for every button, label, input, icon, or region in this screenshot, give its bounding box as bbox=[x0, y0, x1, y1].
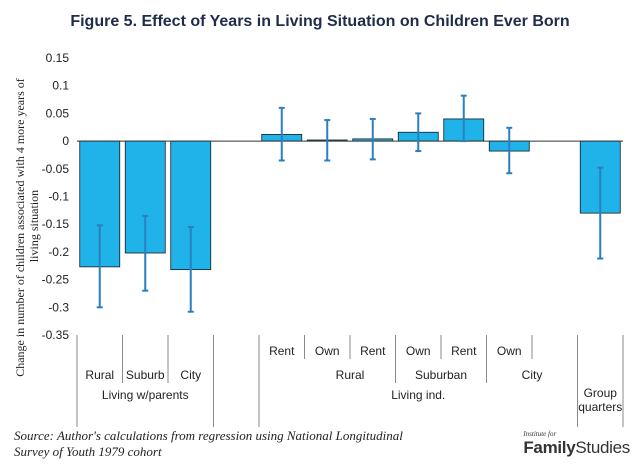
category-label: Rent bbox=[360, 344, 386, 358]
category-label-line: Suburb bbox=[126, 368, 165, 382]
category-label-line: Rent bbox=[269, 344, 295, 358]
category-label: Rural bbox=[85, 368, 114, 382]
y-axis-label-line-1: Change in number of children associated … bbox=[13, 78, 27, 377]
logo-family: Family bbox=[523, 438, 576, 457]
source-note: Source: Author's calculations from regre… bbox=[14, 428, 403, 459]
y-tick-label: -0.35 bbox=[42, 328, 70, 342]
group-label: Rural bbox=[336, 368, 365, 382]
category-label: Own bbox=[315, 344, 340, 358]
y-tick-label: -0.25 bbox=[42, 273, 70, 287]
y-axis-label-line-2: living situation bbox=[27, 190, 41, 262]
logo-wordmark: FamilyStudies bbox=[523, 438, 630, 457]
y-tick-label: -0.1 bbox=[48, 190, 69, 204]
category-label-line: Rent bbox=[451, 344, 477, 358]
group-label: Living ind. bbox=[391, 388, 445, 402]
category-label: City bbox=[180, 368, 201, 382]
category-label: Rent bbox=[269, 344, 295, 358]
y-tick-label: -0.05 bbox=[42, 162, 70, 176]
group-label: City bbox=[522, 368, 543, 382]
y-tick-label: 0.05 bbox=[46, 106, 70, 120]
category-label-line: Rural bbox=[85, 368, 114, 382]
category-label-line: quarters bbox=[578, 400, 622, 414]
category-label-line: Own bbox=[406, 344, 431, 358]
chart-title: Figure 5. Effect of Years in Living Situ… bbox=[70, 13, 569, 30]
category-label-line: City bbox=[180, 368, 201, 382]
category-label: Own bbox=[406, 344, 431, 358]
logo-studies: Studies bbox=[575, 438, 630, 457]
y-axis-label: Change in number of children associated … bbox=[13, 75, 41, 377]
y-tick-label: -0.15 bbox=[42, 217, 70, 231]
y-axis-label-group: Change in number of children associated … bbox=[13, 75, 41, 377]
category-label-line: Own bbox=[315, 344, 340, 358]
plot-area: 0.15 0.1 0.05 0 -0.05 -0.1 -0.15 -0.2 -0.25 -0.3 -… bbox=[42, 51, 624, 427]
category-label: Rent bbox=[451, 344, 477, 358]
category-label: Suburb bbox=[126, 368, 165, 382]
category-label-line: Group bbox=[584, 386, 618, 400]
y-tick-label: -0.3 bbox=[48, 300, 69, 314]
y-tick-label: 0.1 bbox=[52, 79, 69, 93]
group-label: Suburban bbox=[415, 368, 467, 382]
category-label: Own bbox=[497, 344, 522, 358]
category-label-line: Rent bbox=[360, 344, 386, 358]
y-tick-label: 0.15 bbox=[46, 51, 70, 65]
category-label-line: Own bbox=[497, 344, 522, 358]
category-label: Group quarters bbox=[578, 386, 622, 414]
y-tick-label: 0 bbox=[62, 134, 69, 148]
ifs-logo: Institute for FamilyStudies bbox=[523, 430, 630, 458]
y-tick-label: -0.2 bbox=[48, 245, 69, 259]
logo-small-text: Institute for bbox=[523, 430, 557, 438]
group-label: Living w/parents bbox=[102, 388, 189, 402]
